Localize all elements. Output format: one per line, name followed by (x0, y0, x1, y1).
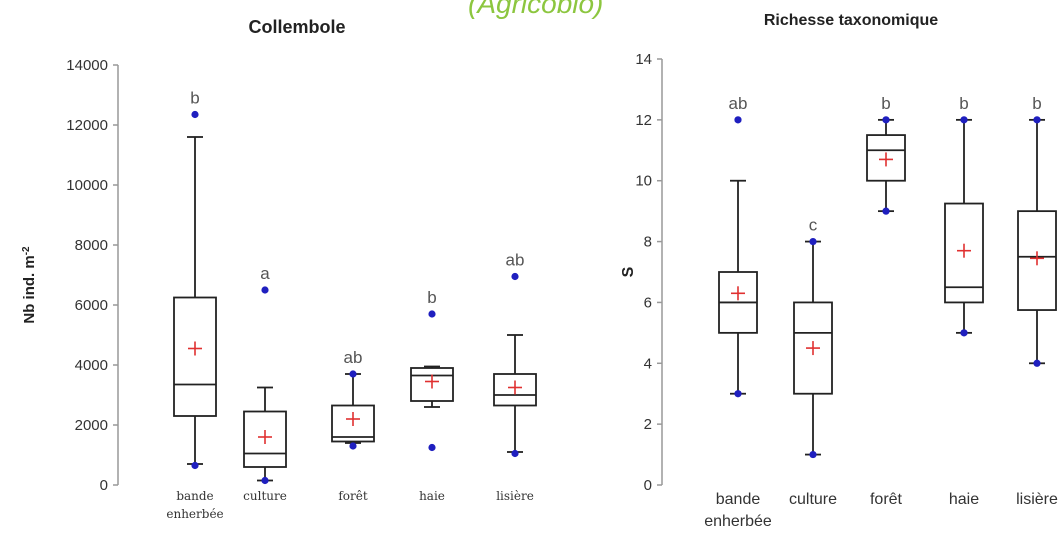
category-label: lisière (496, 489, 534, 503)
outlier-point (428, 310, 436, 318)
outlier-point (428, 443, 436, 452)
outlier-point (1033, 359, 1041, 367)
y-tick-label: 10000 (66, 177, 108, 194)
category-label: culture (243, 489, 287, 503)
chart-title: Collembole (248, 17, 345, 37)
y-tick-label: 0 (644, 477, 652, 494)
outlier-point (960, 116, 968, 124)
outlier-point (734, 116, 742, 124)
outlier-point (882, 116, 890, 124)
outlier-point (261, 476, 269, 485)
y-tick-label: 4000 (75, 357, 108, 374)
outlier-point (349, 370, 357, 378)
box-iqr (173, 296, 217, 417)
outlier-point (882, 207, 890, 215)
y-axis-label: S (620, 266, 637, 277)
significance-letter: a (260, 264, 270, 283)
category-label: enherbée (704, 513, 772, 530)
significance-letter: ab (344, 348, 363, 367)
outlier-point (191, 461, 199, 470)
y-tick-label: 2000 (75, 417, 108, 434)
category-label: lisière (1016, 491, 1058, 508)
significance-letter: ab (506, 251, 525, 270)
y-tick-label: 10 (635, 173, 652, 190)
category-label: forêt (338, 489, 368, 503)
y-tick-label: 8 (644, 234, 652, 251)
y-tick-label: 6000 (75, 297, 108, 314)
significance-letter: b (1032, 94, 1041, 113)
y-axis-label: Nb ind. m-2 (21, 246, 39, 324)
category-label: haie (419, 489, 445, 503)
significance-letter: c (809, 216, 818, 235)
y-tick-label: 8000 (75, 237, 108, 254)
category-label: forêt (870, 491, 903, 508)
outlier-point (960, 329, 968, 337)
y-tick-label: 14 (635, 51, 652, 68)
chart-title: Richesse taxonomique (764, 12, 938, 29)
outlier-point (511, 272, 519, 281)
category-label: bande (176, 489, 213, 503)
banner-text: (Agricobio) (468, 0, 604, 19)
y-tick-label: 2 (644, 416, 652, 433)
outlier-point (734, 390, 742, 398)
y-tick-label: 12000 (66, 117, 108, 134)
outlier-point (809, 237, 817, 246)
significance-letter: b (881, 94, 890, 113)
y-tick-label: 12 (635, 112, 652, 129)
outlier-point (349, 442, 357, 450)
outlier-point (191, 110, 199, 119)
y-tick-label: 14000 (66, 57, 108, 74)
significance-letter: b (427, 288, 436, 307)
significance-letter: b (959, 94, 968, 113)
y-tick-label: 4 (644, 355, 652, 372)
outlier-point (511, 449, 519, 458)
category-label: haie (949, 491, 979, 508)
category-label: enherbée (166, 507, 223, 521)
category-label: bande (716, 491, 761, 508)
y-tick-label: 0 (100, 477, 108, 494)
outlier-point (809, 450, 817, 459)
category-label: culture (789, 491, 837, 508)
outlier-point (1033, 116, 1041, 124)
outlier-point (261, 286, 269, 294)
significance-letter: b (190, 89, 199, 108)
y-tick-label: 6 (644, 294, 652, 311)
significance-letter: ab (729, 94, 748, 113)
